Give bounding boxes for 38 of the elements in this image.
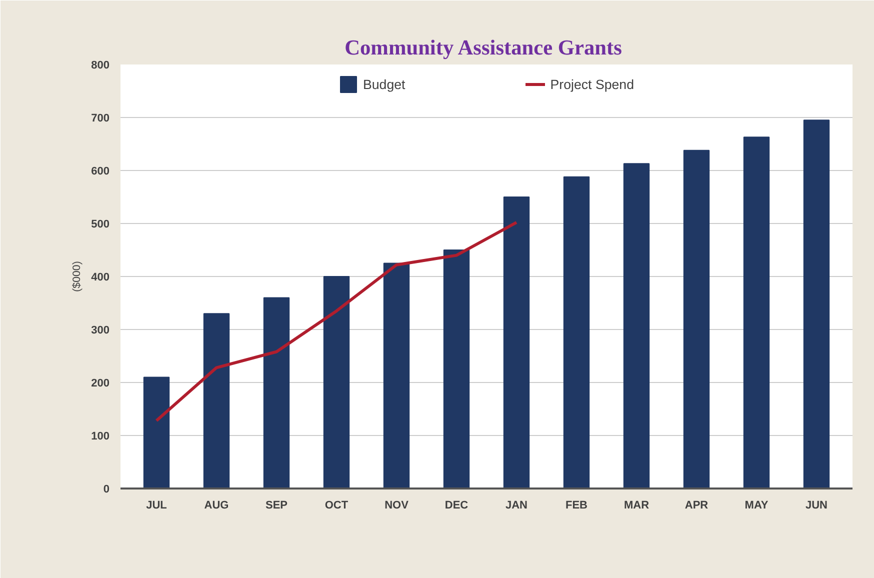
bar (263, 297, 290, 488)
bar (323, 276, 350, 488)
bar (203, 313, 230, 488)
bar (803, 120, 830, 488)
bar (503, 196, 530, 488)
x-tick-label: OCT (324, 500, 348, 512)
x-tick-label: AUG (204, 500, 229, 512)
x-tick-label: NOV (384, 500, 410, 512)
y-tick-label: 500 (91, 218, 110, 230)
y-axis-title: ($000) (71, 261, 84, 292)
x-tick-label: DEC (444, 500, 468, 512)
bar (563, 176, 590, 488)
x-tick-label: MAR (624, 500, 650, 512)
bar (683, 150, 710, 488)
x-tick-label: MAY (744, 500, 769, 512)
bar (743, 136, 770, 488)
line-series (155, 220, 518, 422)
x-tick-label: APR (684, 500, 708, 512)
x-tick-label: SEP (265, 500, 288, 512)
y-tick-label: 0 (103, 484, 110, 496)
x-tick-label: JUL (146, 500, 168, 512)
bar (143, 376, 170, 488)
y-tick-label: 400 (91, 272, 110, 284)
y-tick-label: 600 (91, 166, 110, 178)
bar (623, 163, 650, 488)
y-tick-label: 200 (91, 378, 110, 390)
y-tick-label: 100 (91, 430, 110, 442)
chart-title: Community Assistance Grants (344, 36, 622, 60)
bar (383, 262, 410, 488)
x-tick-label: FEB (566, 500, 588, 512)
x-tick-label: JAN (505, 500, 528, 512)
legend-label: Budget (363, 76, 406, 92)
x-tick-label: JUN (805, 500, 828, 512)
y-tick-label: 800 (91, 60, 110, 72)
legend-label: Project Spend (550, 76, 634, 92)
y-tick-label: 700 (91, 112, 110, 124)
bar (443, 250, 470, 488)
y-tick-label: 300 (91, 324, 110, 336)
